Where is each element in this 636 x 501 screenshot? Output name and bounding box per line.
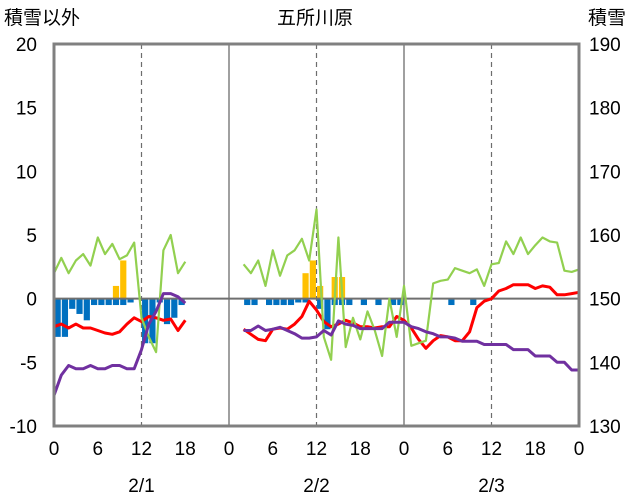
left-axis-label: 積雪以外: [4, 7, 81, 29]
bar-blue: [470, 298, 477, 306]
bar-blue: [295, 298, 302, 303]
x-tick-label: 0: [49, 439, 60, 460]
bar-blue: [273, 298, 280, 306]
y-left-tick-label: 10: [16, 162, 37, 183]
bar-blue: [389, 298, 397, 306]
x-tick-label: 12: [306, 439, 327, 460]
y-left-tick-label: 20: [16, 35, 37, 56]
x-tick-label: 18: [350, 439, 371, 460]
bar-blue: [61, 298, 69, 337]
bar-blue: [448, 298, 455, 306]
x-tick-label: 6: [267, 439, 278, 460]
y-left-tick-label: -5: [20, 353, 37, 374]
x-tick-label: 12: [481, 439, 502, 460]
x-tick-label: 0: [399, 439, 410, 460]
series-line-green: [242, 208, 580, 361]
bar-blue: [287, 298, 295, 306]
series-line-purple: [52, 292, 187, 396]
bar-orange: [120, 260, 127, 299]
bar-blue: [324, 298, 331, 330]
bar-orange: [309, 260, 316, 299]
bar-blue: [266, 298, 273, 306]
bar-blue: [112, 298, 120, 306]
bar-blue: [149, 298, 156, 344]
bar-orange: [302, 273, 309, 299]
x-tick-label: 6: [92, 439, 103, 460]
y-right-tick-label: 170: [589, 162, 621, 183]
bar-blue: [91, 298, 98, 306]
y-right-tick-label: 150: [589, 290, 621, 311]
y-right-tick-label: 180: [589, 99, 621, 120]
x-tick-label: 0: [224, 439, 235, 460]
x-date-label: 2/2: [303, 476, 329, 497]
bar-blue: [69, 298, 76, 309]
bar-blue: [83, 298, 90, 321]
x-tick-label: 6: [442, 439, 453, 460]
y-right-tick-label: 160: [589, 226, 621, 247]
bar-blue: [397, 298, 404, 306]
bar-blue: [105, 298, 112, 306]
bar-blue: [127, 298, 134, 303]
bar-blue: [163, 298, 171, 325]
right-axis-label: 積雪: [588, 7, 627, 29]
series-line-green: [53, 233, 187, 354]
x-tick-label: 0: [574, 439, 585, 460]
bar-blue: [375, 298, 382, 306]
plot-border: [52, 42, 581, 428]
x-tick-label: 18: [175, 439, 196, 460]
bar-blue: [98, 298, 105, 306]
x-tick-label: 12: [131, 439, 152, 460]
y-right-tick-label: 140: [589, 353, 621, 374]
bar-blue: [346, 298, 353, 306]
y-left-tick-label: 5: [26, 226, 37, 247]
series-line-red: [53, 315, 187, 336]
bar-blue: [302, 298, 309, 303]
bar-blue: [244, 298, 251, 306]
bar-blue: [360, 298, 367, 306]
bar-blue: [76, 298, 83, 314]
y-left-tick-label: -10: [10, 417, 37, 438]
y-right-tick-label: 130: [589, 417, 621, 438]
y-left-tick-label: 0: [26, 290, 37, 311]
bar-orange: [112, 285, 120, 299]
chart-title: 五所川原: [276, 7, 353, 29]
bar-blue: [120, 298, 127, 306]
x-date-label: 2/3: [478, 476, 504, 497]
bar-blue: [317, 298, 324, 309]
bar-blue: [54, 298, 61, 337]
bar-blue: [280, 298, 287, 306]
x-date-label: 2/1: [128, 476, 154, 497]
series-line-purple: [243, 319, 579, 372]
bar-blue: [171, 298, 178, 318]
x-tick-label: 18: [525, 439, 546, 460]
y-left-tick-label: 15: [16, 99, 37, 120]
bar-blue: [142, 298, 149, 344]
bar-blue: [251, 298, 258, 306]
y-right-tick-label: 190: [589, 35, 621, 56]
